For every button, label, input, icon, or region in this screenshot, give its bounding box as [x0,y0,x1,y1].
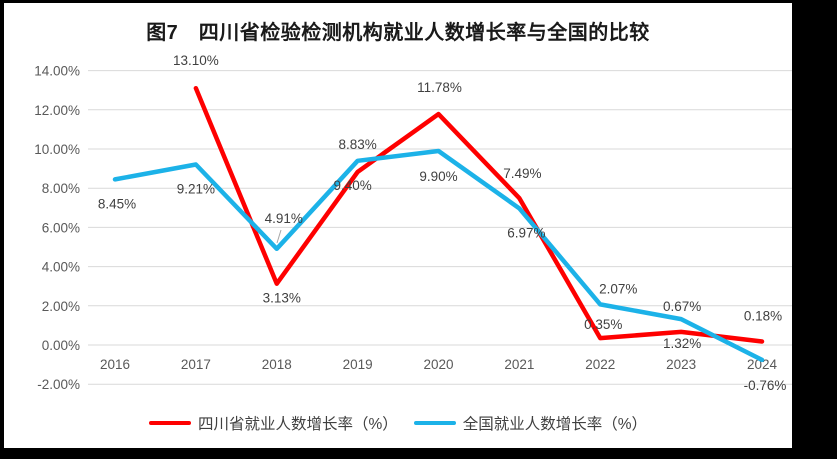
x-tick-label: 2021 [504,357,534,372]
x-tick-label: 2016 [100,357,130,372]
data-label: 11.78% [417,80,462,95]
data-label: 0.18% [744,308,782,323]
chart-legend: 四川省就业人数增长率（%） 全国就业人数增长率（%） [4,412,792,434]
y-tick-label: 4.00% [42,260,80,275]
chart-area: 图7 四川省检验检测机构就业人数增长率与全国的比较 14.00% 12.00% 10… [4,3,792,448]
data-label: 0.67% [663,299,701,314]
series-line-national [112,148,765,363]
data-label: 3.13% [263,291,301,306]
data-label: 1.32% [663,336,701,351]
x-tick-label: 2020 [423,357,453,372]
series-line-sichuan [193,85,765,344]
data-label: 2.07% [599,281,637,296]
x-tick-label: 2024 [747,357,778,372]
label-leader-line [276,229,282,244]
x-tick-label: 2017 [181,357,211,372]
data-label: 8.45% [98,196,136,211]
data-label: 6.97% [507,225,545,240]
data-label: 4.91% [265,211,303,226]
legend-item-national: 全国就业人数增长率（%） [413,412,648,434]
y-tick-label: 12.00% [34,103,80,118]
legend-item-sichuan: 四川省就业人数增长率（%） [148,412,398,434]
data-label: 9.40% [333,178,371,193]
y-tick-label: 14.00% [34,64,80,79]
y-tick-label: 0.00% [42,338,80,353]
x-tick-label: 2023 [666,357,696,372]
legend-swatch-national-icon [413,420,456,426]
line-chart: 14.00% 12.00% 10.00% 8.00% 6.00% 4.00% 2.00% 0.… [34,53,792,393]
x-tick-label: 2022 [585,357,615,372]
data-label: 13.10% [173,53,219,68]
y-tick-label: 2.00% [42,299,80,314]
legend-label-sichuan: 四川省就业人数增长率（%） [197,416,398,433]
legend-label-national: 全国就业人数增长率（%） [462,416,648,433]
data-label: 0.35% [584,317,622,332]
y-tick-label: 6.00% [42,220,80,235]
data-label: 9.21% [177,181,215,196]
x-tick-label: 2018 [262,357,292,372]
legend-swatch-sichuan-icon [148,420,191,426]
data-label: 7.49% [503,166,541,181]
y-tick-label: 8.00% [42,181,80,196]
y-tick-label: -2.00% [37,377,80,392]
data-label: 9.90% [419,169,457,184]
y-tick-label: 10.00% [34,142,80,157]
x-tick-label: 2019 [343,357,373,372]
data-label: 8.83% [338,137,376,152]
chart-title: 图7 四川省检验检测机构就业人数增长率与全国的比较 [146,22,650,44]
data-label: -0.76% [744,378,787,393]
